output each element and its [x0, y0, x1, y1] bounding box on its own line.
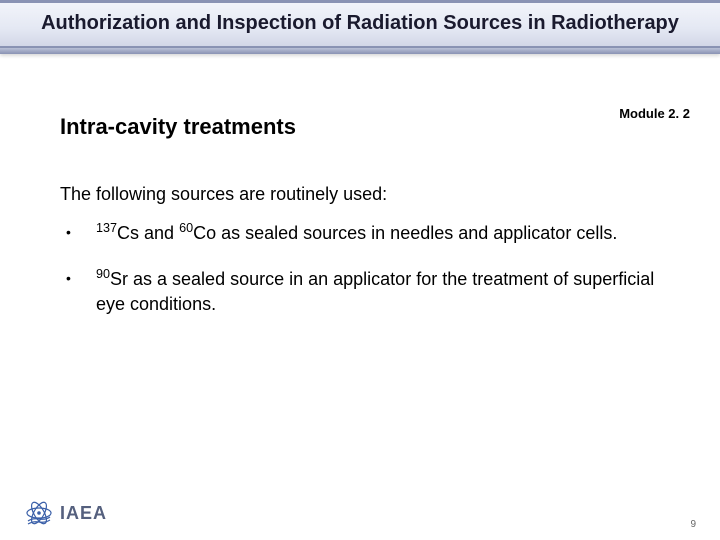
bullet-list: 137Cs and 60Co as sealed sources in need… — [60, 221, 660, 316]
list-item: 90Sr as a sealed source in an applicator… — [60, 267, 660, 316]
list-item: 137Cs and 60Co as sealed sources in need… — [60, 221, 660, 245]
module-tag: Module 2. 2 — [619, 106, 690, 121]
content-area: Intra-cavity treatments The following so… — [0, 54, 720, 316]
title-band: Authorization and Inspection of Radiatio… — [0, 0, 720, 48]
org-logo: IAEA — [24, 498, 107, 528]
org-name: IAEA — [60, 503, 107, 524]
section-heading: Intra-cavity treatments — [60, 114, 660, 140]
atom-icon — [24, 498, 54, 528]
footer: IAEA 9 — [0, 492, 720, 540]
page-number: 9 — [690, 519, 696, 530]
intro-text: The following sources are routinely used… — [60, 184, 660, 205]
slide-title: Authorization and Inspection of Radiatio… — [20, 11, 700, 36]
